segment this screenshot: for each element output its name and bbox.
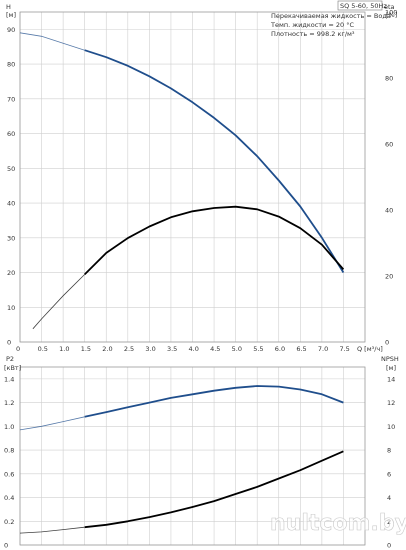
power-tick-label: 0.8 [4, 447, 14, 455]
npsh-axis-unit: [м] [386, 364, 396, 372]
head-curve [84, 49, 345, 273]
x-tick-label: 1.0 [59, 345, 69, 353]
x-tick-label: 3.0 [145, 345, 155, 353]
power-tick-label: 0 [4, 542, 8, 550]
x-tick-label: 0 [16, 345, 20, 353]
power-tick-label: 0.2 [4, 518, 14, 526]
bottom-panel-series [19, 385, 344, 534]
top-panel-series [19, 32, 345, 330]
x-tick-label: 6.5 [296, 345, 306, 353]
x-tick-label: 1.5 [81, 345, 91, 353]
head-tick-label: 30 [7, 234, 15, 242]
npsh-tick-label: 4 [387, 494, 391, 502]
eta-axis-unit: [%] [386, 11, 397, 19]
eta-tick-label: 60 [385, 141, 393, 149]
npsh-tick-label: 2 [387, 518, 391, 526]
head-tick-label: 80 [7, 61, 15, 69]
head-tick-label: 50 [7, 165, 15, 173]
head-curve-thin [19, 32, 85, 51]
bottom-panel-frame [19, 366, 366, 546]
head-axis-label: H [6, 3, 11, 11]
flow-axis-label: Q [м³/ч] [357, 345, 383, 353]
note-temperature: Темп. жидкости = 20 °C [270, 21, 354, 29]
eta-axis-label: eta [384, 3, 395, 11]
eta-tick-label: 40 [385, 207, 393, 215]
head-tick-label: 70 [7, 95, 15, 103]
npsh-tick-label: 6 [387, 470, 391, 478]
head-tick-label: 20 [7, 269, 15, 277]
top-panel-grid [19, 12, 365, 343]
npsh-curve [84, 450, 344, 529]
eta-tick-label: 0 [385, 339, 389, 347]
x-tick-label: 5.0 [232, 345, 242, 353]
top-panel-frame [19, 11, 366, 343]
head-tick-label: 0 [7, 339, 11, 347]
eta-tick-label: 100 [385, 9, 397, 17]
efficiency-curve-thin [32, 274, 85, 330]
bottom-panel-grid [19, 367, 365, 546]
x-tick-label: 4.5 [210, 345, 220, 353]
power-axis-unit: [кВт] [4, 364, 21, 372]
x-tick-label: 3.5 [167, 345, 177, 353]
head-axis-unit: [м] [6, 11, 16, 19]
npsh-tick-label: 0 [387, 542, 391, 550]
power-tick-label: 0.6 [4, 470, 14, 478]
model-label-box [337, 0, 383, 11]
head-tick-label: 60 [7, 130, 15, 138]
x-tick-label: 5.5 [253, 345, 263, 353]
efficiency-curve [84, 205, 345, 276]
npsh-tick-label: 14 [387, 375, 395, 383]
eta-tick-label: 20 [385, 273, 393, 281]
power-tick-label: 1.0 [4, 423, 14, 431]
npsh-tick-label: 10 [387, 423, 395, 431]
eta-tick-label: 80 [385, 75, 393, 83]
npsh-tick-label: 8 [387, 447, 391, 455]
top-panel-ticks: 0 0.5 1.0 1.5 2.0 2.5 3.0 3.5 4.0 4.5 5.0 5.5 6.0 6.5… [7, 9, 397, 354]
power-tick-label: 1.4 [4, 375, 14, 383]
watermark: nultcom.by [270, 511, 406, 536]
power-curve [84, 385, 344, 418]
x-tick-label: 7.0 [318, 345, 328, 353]
note-liquid: Перекачиваемая жидкость = Вода [271, 12, 391, 20]
npsh-curve-thin [19, 526, 85, 534]
x-tick-label: 2.5 [124, 345, 134, 353]
head-tick-label: 10 [7, 304, 15, 312]
power-curve-thin [19, 416, 85, 431]
npsh-tick-label: 12 [387, 399, 395, 407]
model-label: SQ 5-60, 50Hz [340, 2, 387, 10]
head-tick-label: 40 [7, 200, 15, 208]
x-tick-label: 2.0 [102, 345, 112, 353]
power-tick-label: 1.2 [4, 399, 14, 407]
x-tick-label: 0.5 [38, 345, 48, 353]
power-axis-label: P2 [6, 355, 14, 363]
power-tick-label: 0.4 [4, 494, 14, 502]
x-tick-label: 4.0 [189, 345, 199, 353]
x-tick-label: 7.5 [339, 345, 349, 353]
npsh-axis-label: NPSH [381, 355, 399, 363]
bottom-panel-ticks: 0 0.2 0.4 0.6 0.8 1.0 1.2 1.4 0 2 4 6 8 10 12 14 [4, 375, 395, 549]
head-tick-label: 90 [7, 26, 15, 34]
x-tick-label: 6.0 [275, 345, 285, 353]
note-density: Плотность = 998.2 кг/м³ [271, 30, 355, 38]
